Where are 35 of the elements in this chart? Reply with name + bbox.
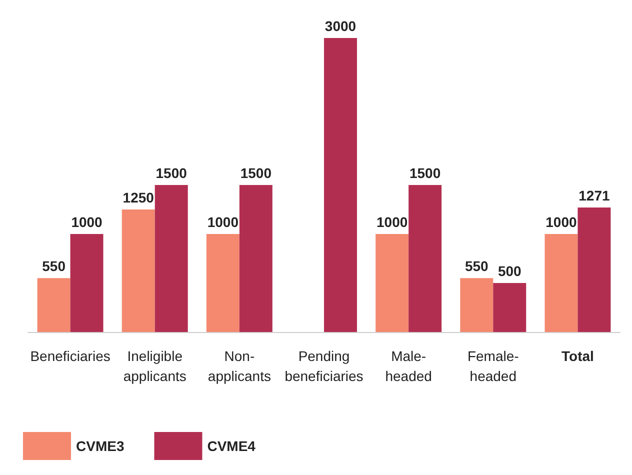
x-tick-label: Non- applicants [208,348,271,384]
x-tick-label: Male- headed [385,348,432,384]
data-label: 1250 [122,190,154,206]
x-tick-label: Ineligible applicants [123,348,186,384]
bar [493,283,526,332]
bar [376,234,409,332]
data-label: 1500 [240,165,272,181]
data-label: 550 [464,258,489,274]
data-label: 500 [498,263,522,279]
bar [122,210,155,332]
legend-label: CVME3 [76,438,124,454]
bar [408,185,442,332]
data-label: 1000 [71,214,103,230]
data-label: 3000 [324,18,356,34]
bar [206,234,240,332]
data-label: 550 [42,258,66,274]
bar [324,38,357,332]
bar [154,185,188,332]
bar [37,278,70,332]
x-tick-label: Pending beneficiaries [284,348,364,384]
bar [544,234,578,332]
bar [578,207,611,332]
bar [460,278,494,332]
data-label: 1500 [156,165,188,181]
data-label: 1000 [376,214,408,230]
data-label: 1000 [546,214,578,230]
data-label: 1271 [578,187,610,204]
legend-label: CVME4 [207,438,256,454]
bar [70,234,104,332]
data-label: 1000 [207,214,239,230]
x-tick-label: Beneficiaries [30,348,110,364]
data-label: 1500 [409,165,441,181]
bar [239,185,272,332]
x-tick-label: Total [562,348,594,364]
x-tick-label: Female- headed [467,348,520,384]
